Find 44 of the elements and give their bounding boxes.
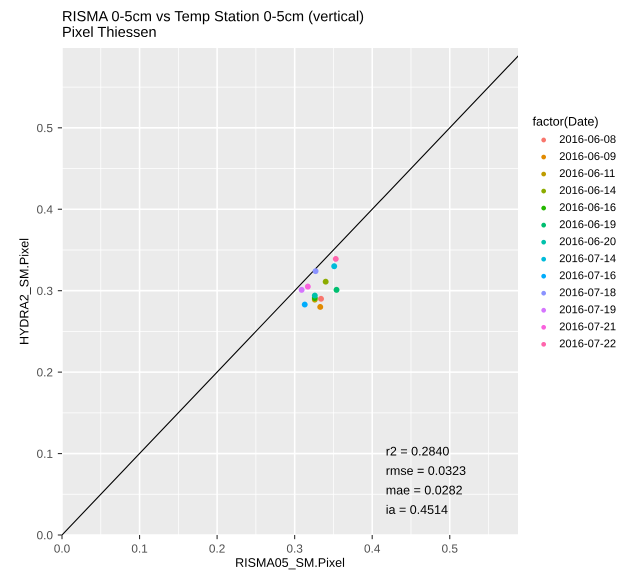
annotation: ia = 0.4514 [386, 504, 448, 514]
legend-label: 2016-07-14 [560, 254, 616, 262]
x-tick-label: 0.3 [286, 544, 302, 553]
point [317, 304, 324, 310]
legend-label: 2016-07-16 [560, 271, 616, 280]
legend-label: 2016-06-19 [560, 220, 616, 228]
x-tick-label: 0.0 [54, 544, 70, 553]
x-tick-label: 0.2 [209, 544, 225, 553]
legend-title: factor(Date) [532, 116, 598, 128]
legend-label: 2016-07-22 [560, 339, 616, 348]
x-axis-title: RISMA05_SM.Pixel [236, 558, 344, 570]
y-tick-label: 0.5 [37, 124, 52, 132]
legend-label: 2016-06-20 [560, 237, 616, 246]
y-axis-title: HYDRA2_SM.Pixel [19, 238, 31, 344]
point [332, 256, 339, 262]
y-tick-label: 0.3 [37, 286, 52, 296]
annotation: mae = 0.0282 [386, 486, 462, 495]
x-tick-label: 0.4 [364, 544, 380, 553]
point [302, 302, 308, 308]
point [312, 268, 319, 274]
legend-label: 2016-07-21 [560, 322, 616, 330]
legend-label: 2016-07-19 [560, 305, 616, 314]
point [334, 286, 340, 293]
point [331, 263, 338, 270]
legend-label: 2016-06-11 [560, 169, 615, 178]
legend-label: 2016-06-14 [560, 186, 616, 194]
legend-label: 2016-06-09 [560, 152, 616, 160]
legend-label: 2016-07-18 [560, 288, 616, 296]
point [322, 278, 329, 285]
y-tick-label: 0.0 [37, 531, 53, 540]
y-tick-label: 0.4 [37, 205, 53, 214]
annotation: r2 = 0.2840 [386, 446, 449, 456]
legend-label: 2016-06-16 [560, 203, 616, 212]
x-tick-label: 0.1 [132, 544, 148, 553]
annotation: rmse = 0.0323 [386, 466, 466, 476]
point [304, 284, 311, 290]
point [298, 286, 305, 293]
chart-title: RISMA 0-5cm vs Temp Station 0-5cm (vertical) Pixel Thiessen [63, 10, 364, 38]
y-tick-label: 0.1 [37, 450, 52, 458]
y-tick-label: 0.2 [37, 368, 52, 377]
legend-label: 2016-06-08 [560, 135, 616, 144]
point [318, 296, 324, 302]
point [312, 292, 318, 299]
x-tick-label: 0.5 [442, 544, 458, 553]
